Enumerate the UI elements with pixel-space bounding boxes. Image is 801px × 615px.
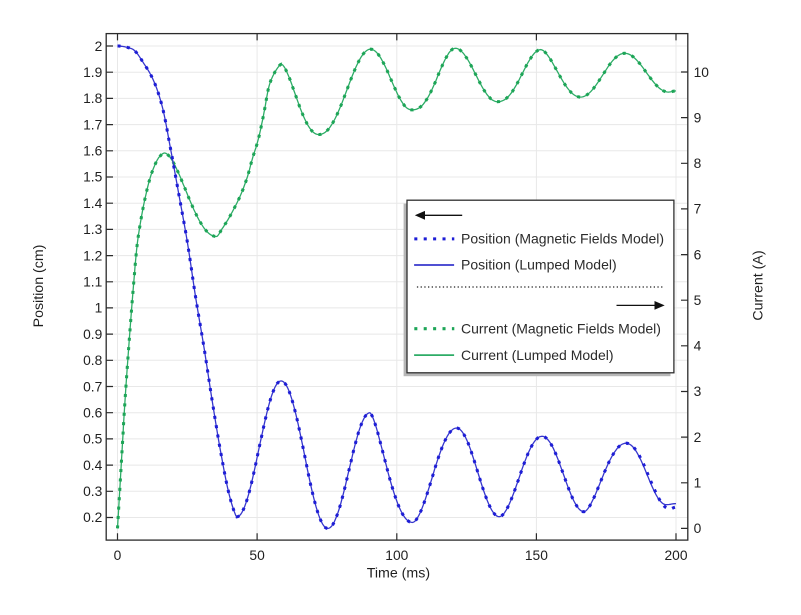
- svg-text:0.9: 0.9: [83, 327, 103, 342]
- svg-text:Current (Magnetic Fields Model: Current (Magnetic Fields Model): [461, 320, 661, 336]
- svg-text:1.7: 1.7: [83, 117, 102, 132]
- svg-text:1.9: 1.9: [83, 65, 103, 80]
- svg-text:Position (cm): Position (cm): [31, 245, 47, 328]
- svg-text:7: 7: [694, 202, 702, 217]
- svg-text:0.5: 0.5: [83, 432, 103, 447]
- svg-text:0.8: 0.8: [83, 353, 103, 368]
- svg-text:Position (Lumped Model): Position (Lumped Model): [461, 257, 617, 273]
- svg-text:9: 9: [694, 110, 702, 125]
- svg-text:Current (A): Current (A): [751, 250, 767, 320]
- svg-text:Current (Lumped Model): Current (Lumped Model): [461, 347, 614, 363]
- svg-text:0.2: 0.2: [83, 510, 102, 525]
- svg-text:1.2: 1.2: [83, 248, 102, 263]
- svg-text:10: 10: [694, 65, 710, 80]
- svg-text:8: 8: [694, 156, 702, 171]
- svg-text:1.6: 1.6: [83, 144, 103, 159]
- svg-text:0: 0: [114, 548, 122, 563]
- svg-text:4: 4: [694, 339, 702, 354]
- svg-text:1: 1: [95, 301, 103, 316]
- svg-text:0: 0: [694, 521, 702, 536]
- svg-text:0.6: 0.6: [83, 406, 103, 421]
- svg-text:50: 50: [249, 548, 265, 563]
- svg-text:1.3: 1.3: [83, 222, 103, 237]
- svg-text:2: 2: [694, 430, 702, 445]
- svg-text:0.4: 0.4: [83, 458, 103, 473]
- svg-text:5: 5: [694, 293, 702, 308]
- svg-text:6: 6: [694, 247, 702, 262]
- svg-text:0.7: 0.7: [83, 379, 102, 394]
- svg-text:Position (Magnetic Fields Mode: Position (Magnetic Fields Model): [461, 231, 664, 247]
- svg-text:1.5: 1.5: [83, 170, 103, 185]
- svg-text:150: 150: [525, 548, 548, 563]
- svg-text:3: 3: [694, 384, 702, 399]
- svg-text:0.3: 0.3: [83, 484, 103, 499]
- svg-text:1: 1: [694, 476, 702, 491]
- svg-text:1.8: 1.8: [83, 91, 103, 106]
- svg-text:200: 200: [664, 548, 687, 563]
- svg-text:2: 2: [95, 39, 103, 54]
- svg-text:1.1: 1.1: [83, 275, 102, 290]
- svg-text:1.4: 1.4: [83, 196, 103, 211]
- svg-text:100: 100: [385, 548, 408, 563]
- svg-text:Time (ms): Time (ms): [367, 566, 430, 582]
